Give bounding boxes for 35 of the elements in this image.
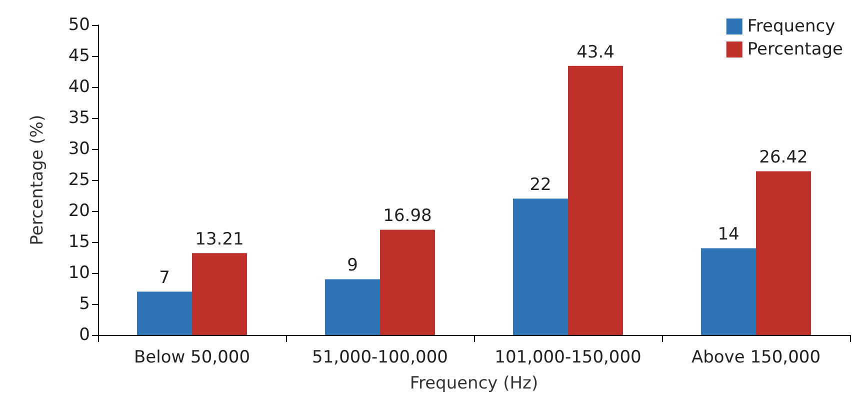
bar: [325, 279, 380, 335]
y-tick-label: 20: [68, 201, 90, 221]
data-label: 16.98: [383, 206, 432, 226]
legend-label: Percentage: [747, 40, 844, 60]
bar: [137, 292, 192, 335]
y-axis-title: Percentage (%): [28, 114, 48, 246]
data-label: 9: [347, 256, 358, 276]
y-tick-label: 50: [68, 15, 90, 35]
bar: [380, 230, 435, 335]
bar: [756, 171, 811, 335]
y-tick-label: 35: [68, 108, 90, 128]
y-tick-label: 30: [68, 139, 90, 159]
data-label: 14: [718, 224, 740, 245]
bar: [568, 66, 623, 335]
y-tick-label: 5: [79, 294, 90, 314]
data-label: 7: [159, 268, 170, 288]
bar: [513, 198, 568, 335]
data-label: 13.21: [195, 230, 244, 250]
bar: [701, 248, 756, 335]
y-tick-label: 40: [68, 77, 90, 97]
legend-label: Frequency: [747, 16, 836, 36]
x-tick-label: Above 150,000: [691, 348, 821, 368]
y-tick-label: 15: [68, 232, 90, 252]
bar: [192, 253, 247, 335]
y-tick-label: 0: [79, 325, 90, 345]
y-tick-label: 45: [68, 46, 90, 66]
data-label: 43.4: [576, 42, 614, 62]
y-tick-label: 25: [68, 170, 90, 190]
x-tick-label: 51,000-100,000: [312, 348, 448, 368]
x-axis-title: Frequency (Hz): [410, 374, 538, 394]
data-label: 26.42: [759, 148, 808, 168]
data-label: 22: [530, 175, 552, 196]
x-tick-label: Below 50,000: [134, 348, 250, 368]
y-tick-label: 10: [68, 263, 90, 283]
x-tick-label: 101,000-150,000: [494, 348, 642, 368]
